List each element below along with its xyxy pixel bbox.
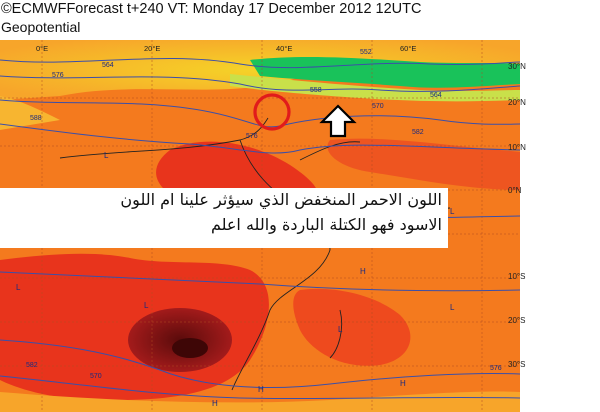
- contour-label: 582: [26, 362, 38, 369]
- field-name: Geopotential: [1, 19, 81, 35]
- red-zone-southeast: [293, 288, 411, 366]
- high-marker: H: [400, 379, 406, 388]
- contour-label: 558: [310, 87, 322, 94]
- dark-core-inner: [172, 338, 208, 358]
- low-marker: L: [144, 301, 149, 310]
- lon-label: 40°E: [276, 44, 292, 53]
- contour-label: 564: [102, 62, 114, 69]
- lon-label: 0°E: [36, 44, 48, 53]
- annotation-line-1: اللون الاحمر المنخفض الذي سيؤثر علينا ام…: [120, 190, 442, 209]
- lat-label: 10°N: [508, 143, 526, 152]
- low-marker: L: [450, 303, 455, 312]
- red-zone-east: [327, 138, 520, 190]
- contour-label: 564: [430, 92, 442, 99]
- red-circle-marker: [253, 93, 291, 131]
- forecast-title: ©ECMWFForecast t+240 VT: Monday 17 Decem…: [1, 1, 422, 17]
- lat-label: 20°S: [508, 316, 526, 325]
- lat-label: 30°N: [508, 62, 526, 71]
- yellow-south-edge: [0, 391, 520, 412]
- yellow-west-patch: [0, 96, 60, 130]
- contour-label: 576: [490, 365, 502, 372]
- lon-label: 20°E: [144, 44, 160, 53]
- lat-label: 30°S: [508, 360, 526, 369]
- arabic-annotation: اللون الاحمر المنخفض الذي سيؤثر علينا ام…: [0, 188, 448, 248]
- header: ©ECMWFForecast t+240 VT: Monday 17 Decem…: [0, 0, 600, 40]
- contour-label: 582: [412, 129, 424, 136]
- longitude-labels: 0°E 20°E 40°E 60°E: [36, 44, 416, 53]
- low-marker: L: [104, 151, 109, 160]
- high-marker: H: [360, 267, 366, 276]
- up-arrow-icon: [319, 104, 357, 138]
- lon-label: 60°E: [400, 44, 416, 53]
- contour-labels: 576 564 552 558 570 582 564 588 576 570 …: [26, 49, 502, 380]
- lat-label: 20°N: [508, 98, 526, 107]
- contour-label: 570: [372, 103, 384, 110]
- high-marker: H: [212, 399, 218, 408]
- annotation-line-2: الاسود فهو الكتلة الباردة والله اعلم: [210, 215, 442, 234]
- lat-label: 10°S: [508, 272, 526, 281]
- contour-label: 570: [90, 373, 102, 380]
- latitude-axis: 30°N 20°N 10°N 0°N 10°S 20°S 30°S: [508, 40, 600, 412]
- cold-yellowgreen-edge: [230, 74, 520, 102]
- contour-label: 576: [246, 133, 258, 140]
- contour-label: 588: [30, 115, 42, 122]
- contour-label: 552: [360, 49, 372, 56]
- low-marker: L: [338, 325, 343, 334]
- high-marker: H: [258, 385, 264, 394]
- low-marker: L: [16, 283, 21, 292]
- low-marker: L: [450, 207, 455, 216]
- lat-label: 0°N: [508, 186, 522, 195]
- contour-label: 576: [52, 72, 64, 79]
